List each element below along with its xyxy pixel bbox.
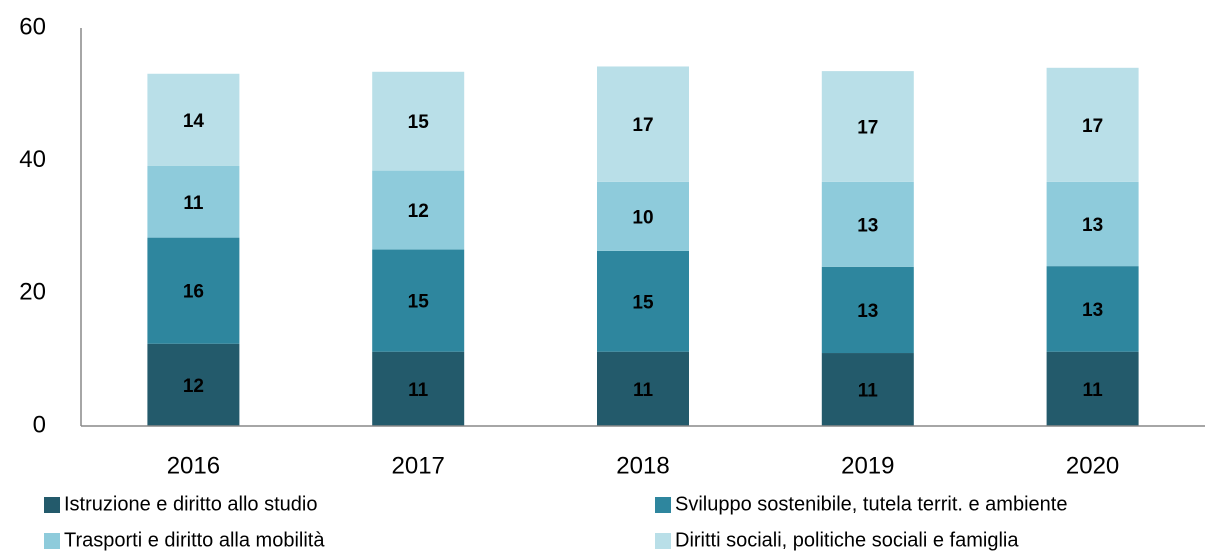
bar-segment xyxy=(1046,181,1139,267)
bar-segment xyxy=(1046,67,1139,182)
bar-segment xyxy=(821,181,914,267)
x-tick-label: 2020 xyxy=(1066,452,1119,479)
data-label: 11 xyxy=(633,380,654,401)
bar-segment xyxy=(147,73,240,166)
bar-segment xyxy=(147,343,240,426)
data-label: 13 xyxy=(857,301,878,322)
legend-swatch xyxy=(44,497,60,513)
x-tick-label: 2017 xyxy=(392,452,445,479)
legend-swatch xyxy=(655,533,671,549)
data-label: 16 xyxy=(183,282,204,303)
data-label: 13 xyxy=(1082,215,1103,236)
bar-segment xyxy=(1046,266,1139,352)
bar-segment xyxy=(147,165,240,238)
data-label: 11 xyxy=(408,380,429,401)
legend-label: Istruzione e diritto allo studio xyxy=(64,493,317,515)
data-label: 13 xyxy=(857,215,878,236)
bar-segment xyxy=(597,250,689,352)
data-label: 15 xyxy=(408,292,430,313)
data-label: 15 xyxy=(632,292,654,313)
bar-segment xyxy=(597,181,689,251)
data-label: 11 xyxy=(183,193,204,214)
data-label: 10 xyxy=(632,207,653,228)
legend-label: Trasporti e diritto alla mobilità xyxy=(64,529,325,551)
legend-swatch xyxy=(44,533,60,549)
bar-segment xyxy=(372,351,465,426)
bar-segment xyxy=(372,170,465,250)
bar-segment xyxy=(821,353,914,426)
data-label: 17 xyxy=(632,115,653,136)
bar-segment xyxy=(372,249,465,352)
data-label: 17 xyxy=(857,118,878,139)
y-tick-label: 20 xyxy=(19,279,46,306)
y-tick-label: 60 xyxy=(19,13,46,40)
y-tick-label: 0 xyxy=(33,411,46,438)
bar-segment xyxy=(597,66,689,182)
bar-segment xyxy=(147,237,240,344)
data-label: 13 xyxy=(1082,300,1103,321)
data-label: 14 xyxy=(183,111,205,132)
bar-segment xyxy=(821,266,914,354)
x-tick-label: 2018 xyxy=(616,452,669,479)
legend-label: Sviluppo sostenibile, tutela territ. e a… xyxy=(675,493,1067,515)
bar-segment xyxy=(372,71,465,171)
legend-swatch xyxy=(655,497,671,513)
bar-segment xyxy=(597,351,689,426)
data-label: 12 xyxy=(408,201,429,222)
bar-segment xyxy=(1046,351,1139,426)
data-label: 11 xyxy=(858,381,879,402)
data-label: 12 xyxy=(183,376,204,397)
x-tick-label: 2016 xyxy=(167,452,220,479)
y-tick-label: 40 xyxy=(19,146,46,173)
data-label: 15 xyxy=(408,112,430,133)
x-tick-label: 2019 xyxy=(841,452,894,479)
data-label: 11 xyxy=(1083,380,1104,401)
bar-segment xyxy=(821,71,914,182)
legend-label: Diritti sociali, politiche sociali e fam… xyxy=(675,529,1019,551)
data-label: 17 xyxy=(1082,116,1103,137)
